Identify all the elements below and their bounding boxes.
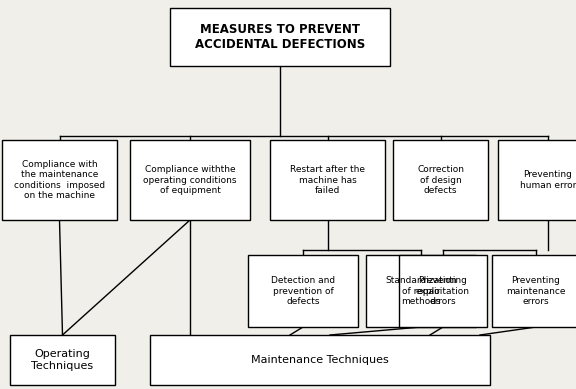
Bar	[498, 140, 576, 220]
Text: Restart after the
machine has
failed: Restart after the machine has failed	[290, 165, 365, 195]
Bar	[492, 255, 576, 327]
Bar	[248, 255, 358, 327]
Bar	[10, 335, 115, 385]
Text: Compliance with
the maintenance
conditions  imposed
on the machine: Compliance with the maintenance conditio…	[14, 160, 105, 200]
Text: Compliance withthe
operating conditions
of equipment: Compliance withthe operating conditions …	[143, 165, 237, 195]
Text: Preventing
human error: Preventing human error	[520, 170, 576, 190]
Bar	[366, 255, 476, 327]
Bar	[170, 8, 390, 66]
Text: Preventing
exploitation
errors: Preventing exploitation errors	[416, 276, 470, 306]
Text: Preventing
maintenance
errors: Preventing maintenance errors	[506, 276, 566, 306]
Text: Standardization
of repair
methods: Standardization of repair methods	[385, 276, 457, 306]
Bar	[270, 140, 385, 220]
Text: Operating
Techniques: Operating Techniques	[32, 349, 93, 371]
Bar	[2, 140, 117, 220]
Bar	[393, 140, 488, 220]
Bar	[130, 140, 250, 220]
Text: Correction
of design
defects: Correction of design defects	[417, 165, 464, 195]
Text: MEASURES TO PREVENT
ACCIDENTAL DEFECTIONS: MEASURES TO PREVENT ACCIDENTAL DEFECTION…	[195, 23, 365, 51]
Text: Maintenance Techniques: Maintenance Techniques	[251, 355, 389, 365]
Bar	[150, 335, 490, 385]
Bar	[399, 255, 487, 327]
Text: Detection and
prevention of
defects: Detection and prevention of defects	[271, 276, 335, 306]
